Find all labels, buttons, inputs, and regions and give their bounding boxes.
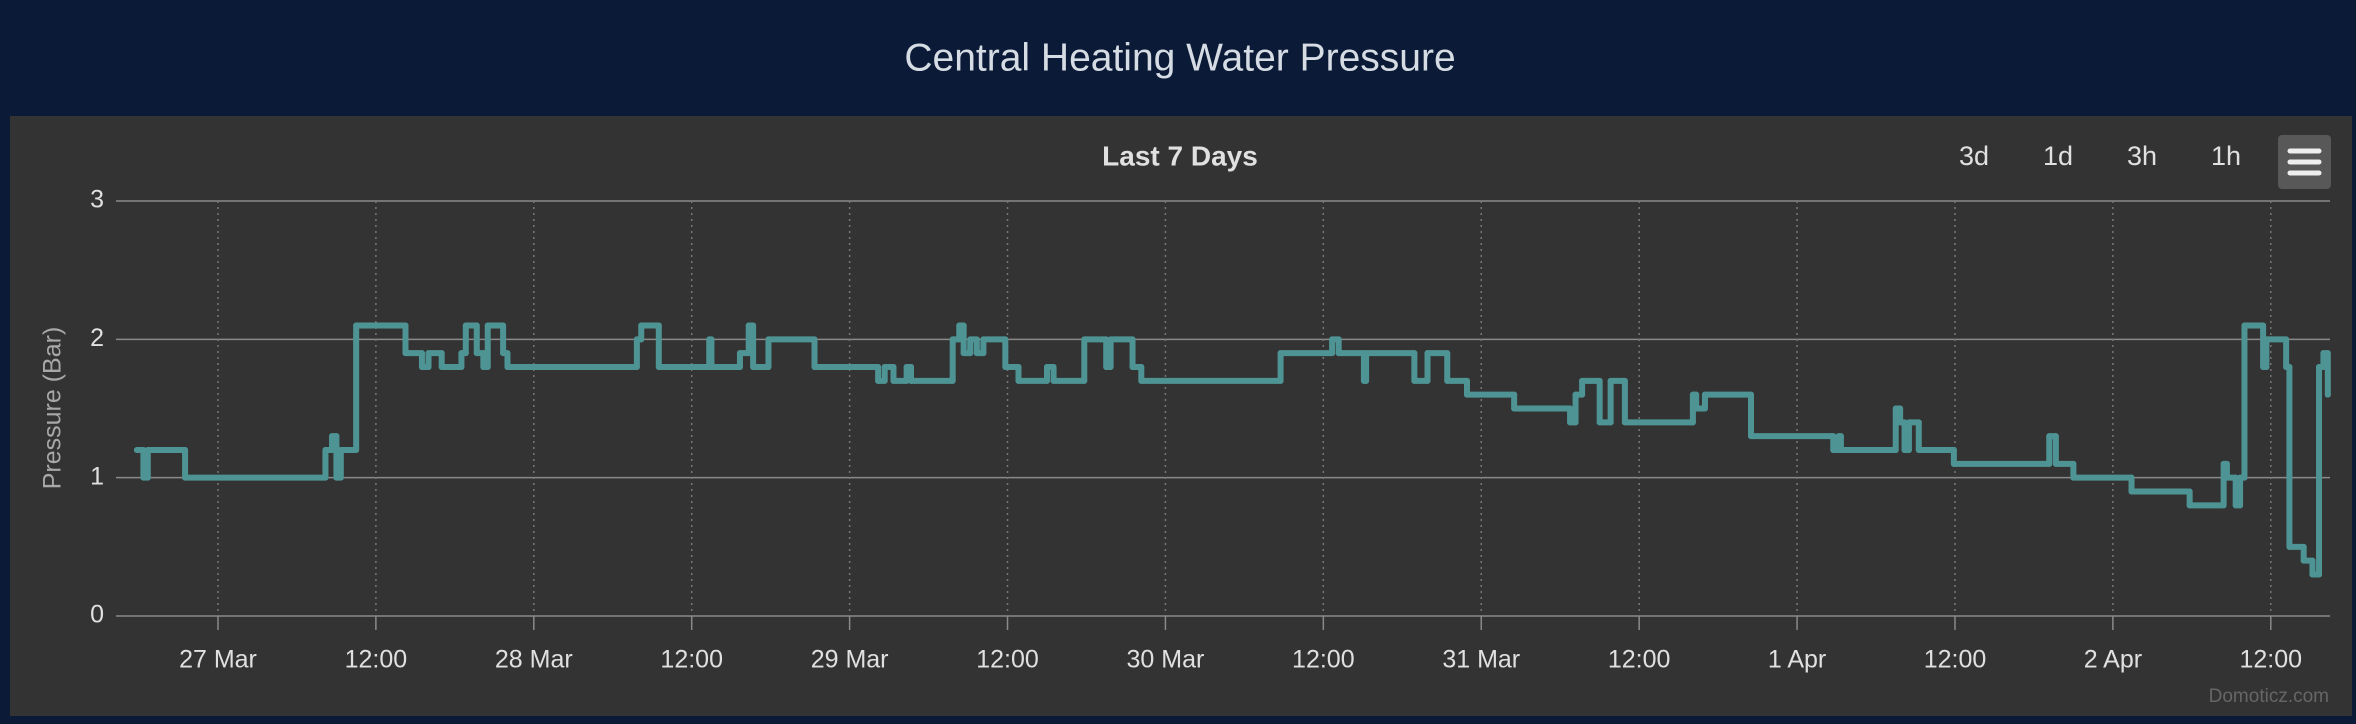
- x-tick-label: 31 Mar: [1442, 646, 1520, 674]
- menu-button[interactable]: [2278, 135, 2331, 189]
- chart-title: Last 7 Days: [1102, 140, 1258, 171]
- chart-panel: [10, 116, 2352, 716]
- x-tick-label: 12:00: [1292, 646, 1355, 674]
- y-tick-label: 0: [90, 601, 104, 629]
- zoom-button[interactable]: 3h: [2127, 141, 2157, 171]
- x-tick-label: 30 Mar: [1127, 646, 1205, 674]
- page-title: Central Heating Water Pressure: [904, 36, 1455, 79]
- y-tick-label: 3: [90, 186, 104, 214]
- credits: Domoticz.com: [2209, 686, 2329, 707]
- x-tick-label: 2 Apr: [2084, 646, 2142, 674]
- x-tick-label: 28 Mar: [495, 646, 573, 674]
- x-tick-label: 27 Mar: [179, 646, 257, 674]
- x-tick-label: 12:00: [1608, 646, 1671, 674]
- x-tick-label: 12:00: [660, 646, 723, 674]
- zoom-button[interactable]: 3d: [1959, 141, 1989, 171]
- y-tick-label: 1: [90, 462, 104, 490]
- zoom-button[interactable]: 1h: [2211, 141, 2241, 171]
- y-axis-title: Pressure (Bar): [39, 327, 67, 490]
- x-tick-label: 29 Mar: [811, 646, 889, 674]
- zoom-button[interactable]: 1d: [2043, 141, 2073, 171]
- x-tick-label: 1 Apr: [1768, 646, 1826, 674]
- x-tick-label: 12:00: [976, 646, 1039, 674]
- x-tick-label: 12:00: [1924, 646, 1987, 674]
- x-tick-label: 12:00: [2240, 646, 2303, 674]
- x-tick-label: 12:00: [345, 646, 408, 674]
- y-tick-label: 2: [90, 324, 104, 352]
- zoom-buttons: 3d 1d 3h 1h: [1959, 141, 2241, 171]
